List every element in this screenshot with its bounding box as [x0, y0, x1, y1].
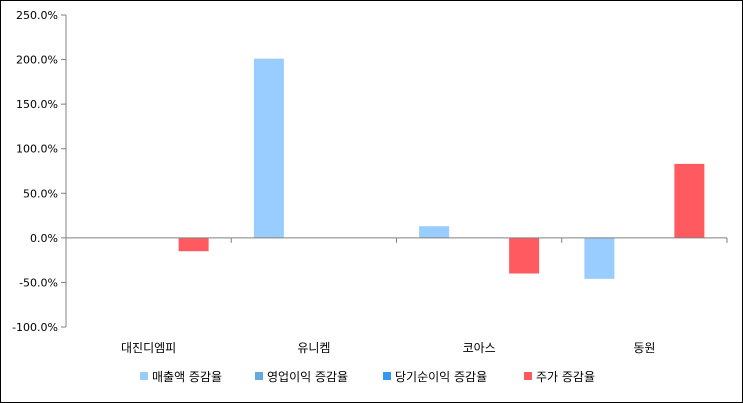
- legend-swatch: [383, 372, 391, 380]
- bar: [178, 237, 209, 252]
- legend-label: 주가 증감율: [536, 370, 595, 384]
- y-tick-label: 200.0%: [16, 54, 58, 67]
- legend-swatch: [255, 372, 263, 380]
- legend-swatch: [140, 372, 148, 380]
- bars: [178, 58, 705, 279]
- bar: [253, 58, 284, 238]
- y-tick-label: 50.0%: [23, 187, 58, 200]
- legend-label: 당기순이익 증감율: [395, 370, 487, 384]
- y-tick-label: 250.0%: [16, 9, 58, 22]
- y-tick-label: 0.0%: [30, 232, 58, 245]
- y-tick-label: 100.0%: [16, 143, 58, 156]
- bar: [674, 163, 705, 238]
- legend-label: 매출액 증감율: [152, 370, 222, 384]
- category-label: 동원: [633, 341, 655, 355]
- x-axis: 대진디엠피 유니켐 코아스 동원: [65, 237, 728, 355]
- category-label: 유니켐: [297, 341, 330, 355]
- category-label: 대진디엠피: [121, 341, 176, 355]
- y-tick-label: -50.0%: [19, 276, 58, 289]
- bar: [509, 237, 540, 274]
- category-label: 코아스: [463, 341, 496, 355]
- y-tick-label: 150.0%: [16, 98, 58, 111]
- legend-label: 영업이익 증감율: [267, 370, 348, 384]
- legend: 매출액 증감율 영업이익 증감율 당기순이익 증감율 주가 증감율: [140, 370, 595, 384]
- bar: [584, 237, 615, 279]
- bar: [419, 226, 450, 238]
- legend-swatch: [524, 372, 532, 380]
- y-axis: -100.0% -50.0% 0.0% 50.0% 100.0% 150.0% 200.0%…: [12, 9, 67, 334]
- y-tick-label: -100.0%: [12, 321, 58, 334]
